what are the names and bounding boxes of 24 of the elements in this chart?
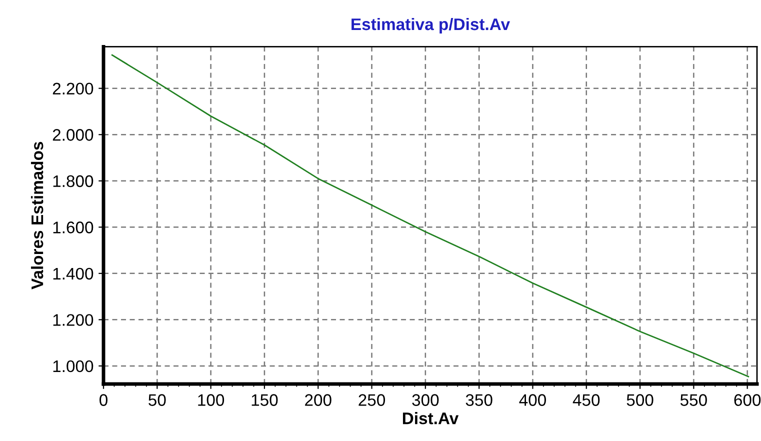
y-tick-label: 1.600 [53, 222, 94, 234]
x-tick-label: 100 [198, 394, 224, 406]
x-axis-title: Dist.Av [402, 412, 459, 424]
x-tick-label: 150 [252, 394, 278, 406]
x-tick-label: 0 [100, 394, 108, 406]
y-tick-label: 1.800 [53, 175, 94, 188]
x-tick-label: 250 [358, 394, 386, 406]
y-tick-label: 1.000 [53, 360, 94, 372]
x-tick-label: 550 [680, 394, 707, 406]
x-tick-label: 350 [466, 394, 492, 406]
line-series [111, 54, 750, 378]
x-tick-label: 50 [148, 394, 166, 406]
y-axis-title: Valores Estimados [30, 142, 44, 290]
x-tick-label: 450 [572, 394, 600, 406]
y-tick-label: 1.400 [53, 268, 94, 280]
x-tick-label: 500 [626, 394, 654, 406]
y-tick-label: 2.200 [52, 82, 94, 95]
chart-title: Estimativa p/Dist.Av [352, 18, 510, 34]
x-tick-label: 200 [305, 394, 332, 406]
y-tick-label: 1.200 [53, 314, 94, 326]
x-tick-label: 400 [519, 394, 546, 406]
x-tick-label: 300 [412, 394, 439, 406]
x-tick-label: 600 [734, 394, 761, 406]
y-tick-label: 2.000 [52, 129, 94, 141]
